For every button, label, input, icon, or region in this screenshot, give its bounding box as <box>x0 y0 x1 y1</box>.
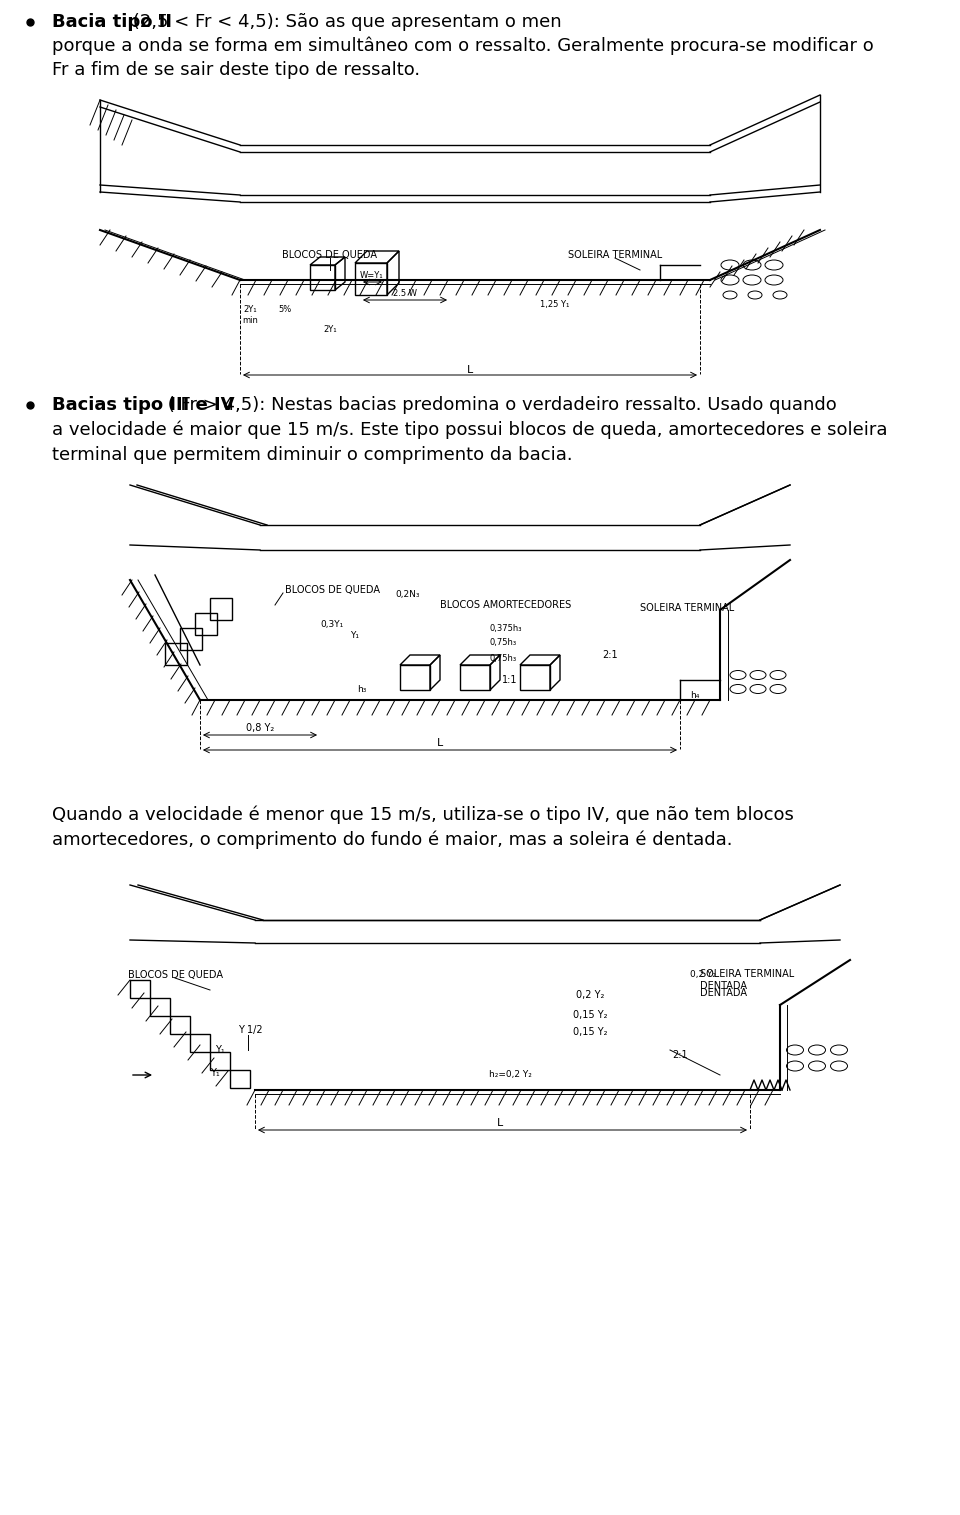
Text: 0,375h₃: 0,375h₃ <box>490 624 522 632</box>
Text: SOLEIRA TERMINAL
DENTADA: SOLEIRA TERMINAL DENTADA <box>700 970 794 991</box>
Text: h₄: h₄ <box>690 691 700 700</box>
Text: L: L <box>437 738 444 748</box>
Text: BLOCOS DE QUEDA: BLOCOS DE QUEDA <box>285 585 380 595</box>
Text: 0,8 Y₂: 0,8 Y₂ <box>246 723 275 733</box>
Text: terminal que permitem diminuir o comprimento da bacia.: terminal que permitem diminuir o comprim… <box>52 445 572 464</box>
Text: 0,2 Y₂: 0,2 Y₂ <box>690 971 716 980</box>
Text: BLOCOS DE QUEDA: BLOCOS DE QUEDA <box>282 250 377 261</box>
Text: 0,2 Y₂: 0,2 Y₂ <box>576 989 604 1000</box>
Text: 2Y₁
min: 2Y₁ min <box>242 306 258 324</box>
Text: 0,75h₃: 0,75h₃ <box>490 638 517 647</box>
Text: 0,75h₃: 0,75h₃ <box>490 653 517 662</box>
Text: porque a onda se forma em simultâneo com o ressalto. Geralmente procura-se modif: porque a onda se forma em simultâneo com… <box>52 36 874 55</box>
Text: 1:1: 1:1 <box>502 676 517 685</box>
Text: 0,3Y₁: 0,3Y₁ <box>320 621 344 630</box>
Text: Y₁: Y₁ <box>350 630 359 639</box>
Text: amortecedores, o comprimento do fundo é maior, mas a soleira é dentada.: amortecedores, o comprimento do fundo é … <box>52 830 732 850</box>
Text: 2:1: 2:1 <box>602 650 618 661</box>
Text: ( Fr > 4,5): Nestas bacias predomina o verdadeiro ressalto. Usado quando: ( Fr > 4,5): Nestas bacias predomina o v… <box>162 395 837 414</box>
Text: 2Y₁: 2Y₁ <box>324 326 337 335</box>
Text: h₃: h₃ <box>357 685 367 694</box>
Text: a velocidade é maior que 15 m/s. Este tipo possui blocos de queda, amortecedores: a velocidade é maior que 15 m/s. Este ti… <box>52 421 887 439</box>
Text: 0,15 Y₂: 0,15 Y₂ <box>573 1011 608 1020</box>
Text: 5%: 5% <box>278 306 292 315</box>
Text: (2,5 < Fr < 4,5): São as que apresentam o men: (2,5 < Fr < 4,5): São as que apresentam … <box>127 14 562 30</box>
Text: 2.5 W: 2.5 W <box>393 288 417 297</box>
Text: DENTADA: DENTADA <box>700 988 747 998</box>
Text: 0,15 Y₂: 0,15 Y₂ <box>573 1027 608 1036</box>
Text: SOLEIRA TERMINAL: SOLEIRA TERMINAL <box>640 603 734 614</box>
Text: Y₁: Y₁ <box>210 1068 220 1079</box>
Text: Y 1/2: Y 1/2 <box>238 1026 262 1035</box>
Text: h₂=0,2 Y₂: h₂=0,2 Y₂ <box>489 1071 532 1080</box>
Text: SOLEIRA TERMINAL: SOLEIRA TERMINAL <box>568 250 662 261</box>
Text: Y₁: Y₁ <box>215 1045 225 1054</box>
Text: L: L <box>467 365 473 376</box>
Text: BLOCOS AMORTECEDORES: BLOCOS AMORTECEDORES <box>440 600 571 611</box>
Text: 2:1: 2:1 <box>672 1050 687 1060</box>
Text: BLOCOS DE QUEDA: BLOCOS DE QUEDA <box>128 970 223 980</box>
Text: Quando a velocidade é menor que 15 m/s, utiliza-se o tipo IV, que não tem blocos: Quando a velocidade é menor que 15 m/s, … <box>52 806 794 824</box>
Text: W=Y₁: W=Y₁ <box>360 271 384 280</box>
Text: 0,2N₃: 0,2N₃ <box>395 591 420 600</box>
Text: Bacia tipo II: Bacia tipo II <box>52 14 172 30</box>
Text: L: L <box>497 1118 503 1129</box>
Text: Bacias tipo III e IV: Bacias tipo III e IV <box>52 395 234 414</box>
Text: Fr a fim de se sair deste tipo de ressalto.: Fr a fim de se sair deste tipo de ressal… <box>52 61 420 79</box>
Text: 1,25 Y₁: 1,25 Y₁ <box>540 300 569 309</box>
